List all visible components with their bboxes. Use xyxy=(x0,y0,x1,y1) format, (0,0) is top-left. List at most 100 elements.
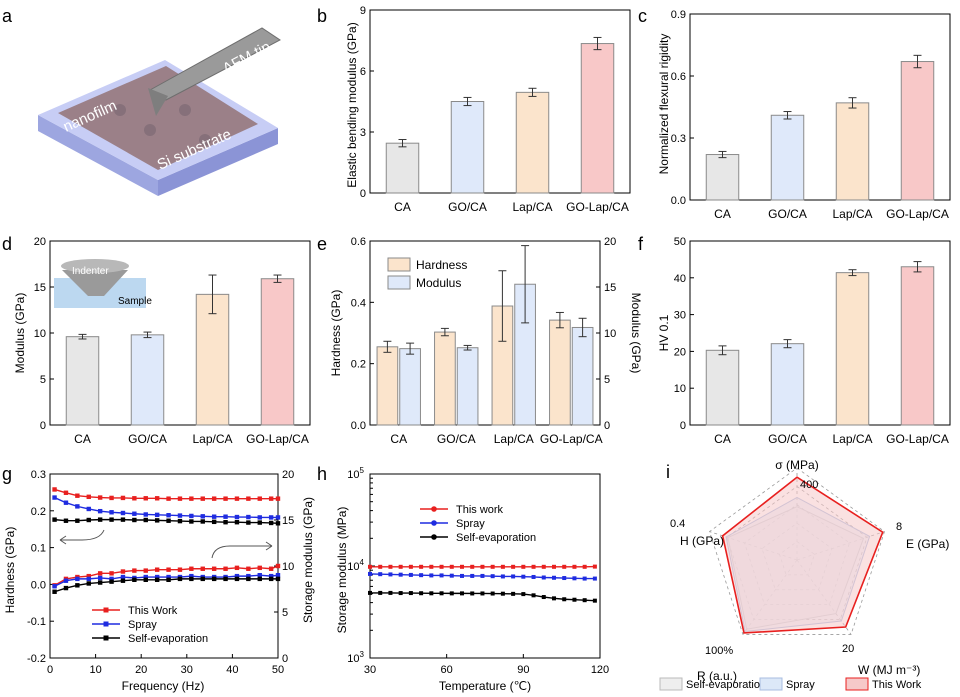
data-point xyxy=(552,575,556,580)
data-point xyxy=(388,572,393,577)
radar-axis-label: E (GPa) xyxy=(906,537,949,551)
data-point xyxy=(480,573,485,578)
panel-d: d Modulus (GPa) 0 5 10 15 20 CA GO/CA Lap/CA GO-… xyxy=(2,234,311,446)
data-point xyxy=(143,574,148,580)
data-point xyxy=(223,514,228,519)
data-point xyxy=(429,573,434,578)
data-point xyxy=(268,520,274,526)
data-point xyxy=(63,578,69,583)
data-point xyxy=(120,495,126,501)
data-point xyxy=(86,573,91,579)
panel-label-a: a xyxy=(2,6,13,26)
data-point xyxy=(223,576,228,582)
y2-tick-label: 15 xyxy=(604,282,616,294)
y-tick-label: 30 xyxy=(674,310,686,322)
legend-label: Self-evaporation xyxy=(456,532,536,544)
data-point xyxy=(143,496,148,501)
data-point xyxy=(63,518,69,523)
data-point xyxy=(189,519,194,524)
data-point xyxy=(86,517,91,523)
data-point xyxy=(257,520,262,525)
legend-label: Hardness xyxy=(416,258,467,272)
data-point xyxy=(439,564,444,569)
legend-swatch xyxy=(845,677,869,691)
data-point xyxy=(52,487,57,492)
x-tick-label: 40 xyxy=(226,664,238,676)
data-point xyxy=(177,567,183,572)
x-tick-label: CA xyxy=(714,207,731,221)
data-point xyxy=(246,514,251,520)
bar xyxy=(450,101,485,194)
y2-axis-label: Modulus (GPa) xyxy=(629,293,643,374)
data-point xyxy=(234,565,240,571)
bar xyxy=(705,154,740,201)
data-point xyxy=(470,564,475,569)
legend-label: Modulus xyxy=(416,276,461,290)
data-point xyxy=(246,573,251,579)
data-point xyxy=(246,496,251,501)
legend-label: Spray xyxy=(128,619,157,631)
legend-swatch xyxy=(659,677,683,691)
radar-axis-max: 0.4 xyxy=(670,518,685,530)
panel-h: h Storage modulus (MPa) Temperature (℃) … xyxy=(317,464,609,693)
data-point xyxy=(234,576,240,582)
y2-tick-label: 5 xyxy=(604,374,610,386)
data-point xyxy=(552,596,556,601)
data-point xyxy=(154,574,160,580)
x-axis-label: Frequency (Hz) xyxy=(122,679,205,693)
radar-axis-max: 400 xyxy=(800,479,818,491)
plot-frame xyxy=(369,9,631,194)
data-point xyxy=(120,574,126,580)
y-axis-label: HV 0.1 xyxy=(657,314,671,351)
bar xyxy=(376,346,399,426)
axis-frame: 0 5 10 15 20 CA GO/CA Lap/CA GO-Lap/CA xyxy=(34,236,311,446)
data-point xyxy=(223,566,228,571)
data-point xyxy=(398,564,403,569)
data-point xyxy=(211,519,217,525)
bar xyxy=(434,331,456,426)
data-point xyxy=(132,511,137,516)
indenter-icon xyxy=(62,270,128,296)
bar xyxy=(580,43,615,194)
data-point xyxy=(109,576,114,582)
y-tick-label: 0.4 xyxy=(351,297,366,309)
legend-marker xyxy=(103,635,109,641)
y-axis-label: Hardness (GPa) xyxy=(3,527,17,614)
panel-g: g Hardness (GPa) Storage modulus (GPa) F… xyxy=(2,464,315,693)
x-tick-label: GO-Lap/CA xyxy=(566,200,629,214)
y-tick-label: 5 xyxy=(40,374,46,386)
data-point xyxy=(268,566,274,571)
y-axis-label: Normalized flexural rigidity xyxy=(657,34,671,175)
data-point xyxy=(582,564,587,569)
data-point xyxy=(511,564,516,569)
data-point xyxy=(75,493,80,498)
y-tick-label: -0.2 xyxy=(27,653,46,665)
data-point xyxy=(75,583,80,588)
y-tick-label: 103 xyxy=(347,650,364,665)
substrate-front xyxy=(158,128,278,196)
data-point xyxy=(200,566,205,571)
data-point xyxy=(449,564,454,569)
data-point xyxy=(368,571,372,576)
y-tick-label: 0.2 xyxy=(351,359,366,371)
radar-grid-ring xyxy=(709,467,885,635)
bar xyxy=(770,343,805,426)
y-tick-label: 40 xyxy=(674,273,686,285)
data-point xyxy=(592,564,597,569)
data-point xyxy=(511,591,516,596)
bar xyxy=(385,142,420,194)
data-point xyxy=(582,598,587,603)
data-point xyxy=(109,571,114,576)
panel-label-i: i xyxy=(666,462,670,482)
data-point xyxy=(154,496,160,501)
data-point xyxy=(177,513,183,518)
bar xyxy=(571,326,594,426)
data-point xyxy=(75,504,80,509)
data-point xyxy=(166,567,171,572)
y-tick-label: 0.6 xyxy=(351,236,366,248)
legend-marker xyxy=(103,607,109,613)
data-point xyxy=(143,577,148,582)
y2-tick-label: 0 xyxy=(604,420,610,432)
y-tick-label: 0.9 xyxy=(671,9,686,21)
axis-frame: 0 10 20 30 40 50 CA GO/CA Lap/CA GO-Lap/CA xyxy=(674,236,951,446)
